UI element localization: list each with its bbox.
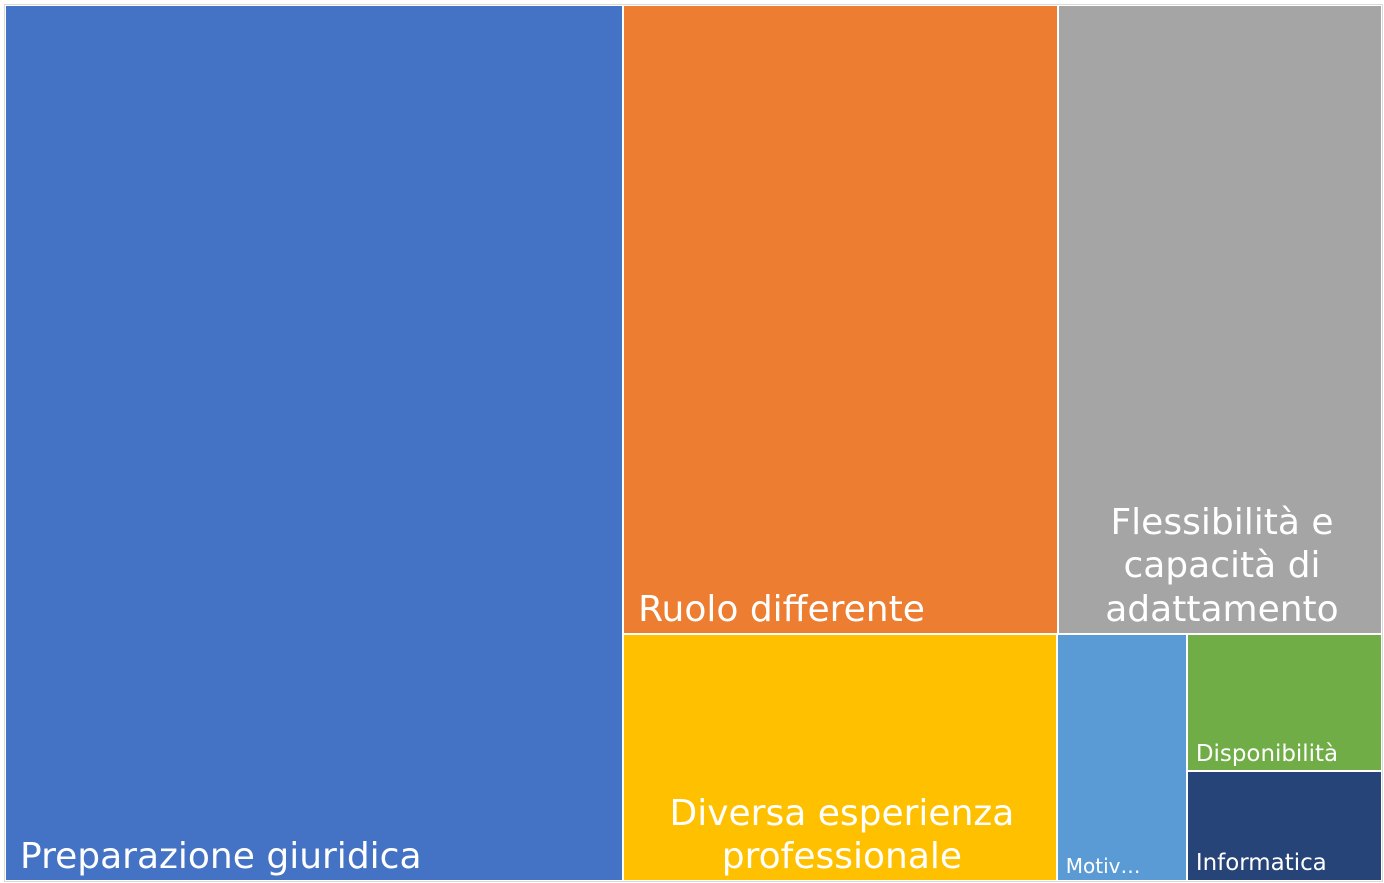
tile-label: Ruolo differente: [638, 588, 925, 630]
tile: Ruolo differente: [623, 5, 1058, 634]
tile: Motiv…: [1056, 633, 1187, 881]
tile: Disponibilità: [1186, 633, 1382, 772]
chart: Preparazione giuridica Ruolo differente Fl…: [4, 4, 1383, 882]
tile: Preparazione giuridica: [5, 5, 624, 881]
tile-label: Diversa esperienza professionale: [669, 792, 1015, 877]
tile: Flessibilità e capacità di adattamento: [1057, 5, 1382, 634]
tile-label: Disponibilità: [1195, 740, 1339, 767]
tile: Diversa esperienza professionale: [623, 633, 1057, 881]
tile-label: Preparazione giuridica: [20, 835, 422, 877]
tile-label: Informatica: [1195, 850, 1327, 877]
tile: Informatica: [1186, 771, 1382, 881]
tile-label: Motiv…: [1065, 853, 1141, 878]
tile-label: Flessibilità e capacità di adattamento: [1105, 502, 1339, 630]
